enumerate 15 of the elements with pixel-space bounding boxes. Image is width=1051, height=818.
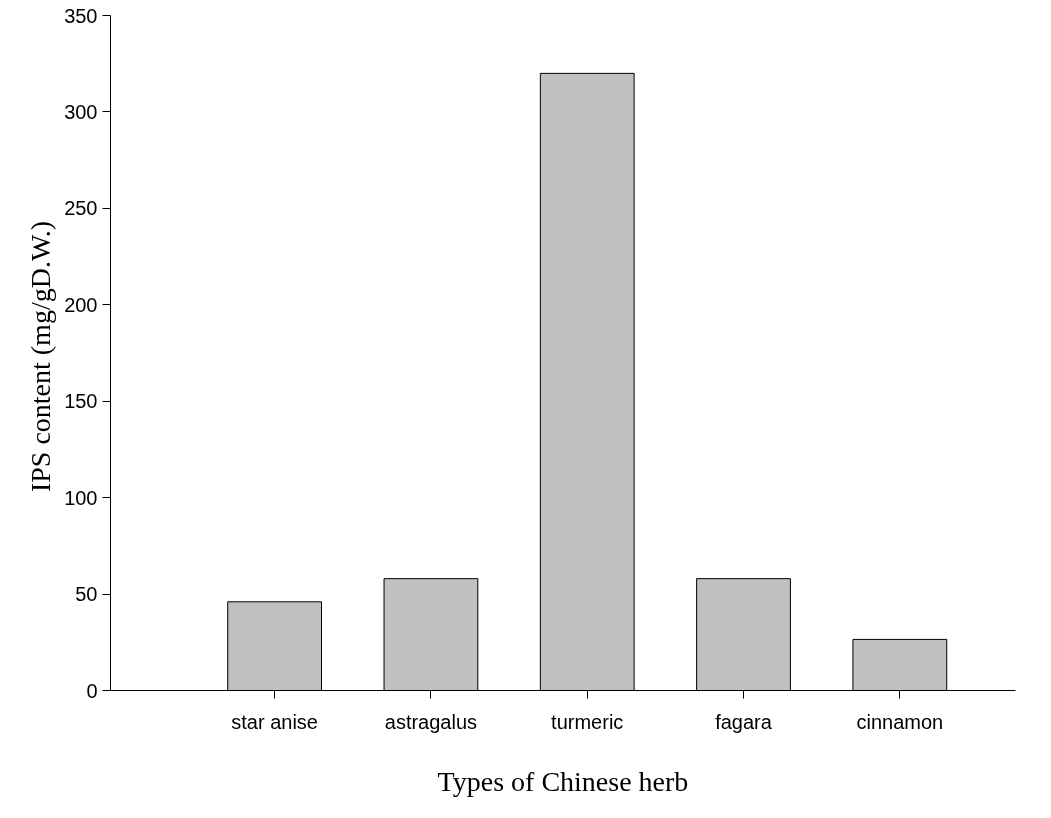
y-tick-label: 150 xyxy=(64,390,98,413)
x-tick-label: fagara xyxy=(715,710,773,733)
y-tick-label: 100 xyxy=(64,486,98,509)
y-tick-label: 250 xyxy=(64,197,98,220)
y-tick-label: 300 xyxy=(64,100,98,123)
x-tick-label: astragalus xyxy=(384,710,478,733)
y-tick-label: 350 xyxy=(64,4,98,27)
y-axis-title: IPS content (mg/gD.W.) xyxy=(25,220,57,493)
x-axis-title: Types of Chinese herb xyxy=(437,765,689,797)
y-tick-label: 0 xyxy=(86,679,98,702)
y-tick-label: 200 xyxy=(64,293,98,316)
x-tick-label: turmeric xyxy=(551,710,624,733)
x-tick-label: cinnamon xyxy=(856,710,944,733)
y-tick-label: 50 xyxy=(75,583,98,606)
x-tick-label: star anise xyxy=(231,710,318,733)
